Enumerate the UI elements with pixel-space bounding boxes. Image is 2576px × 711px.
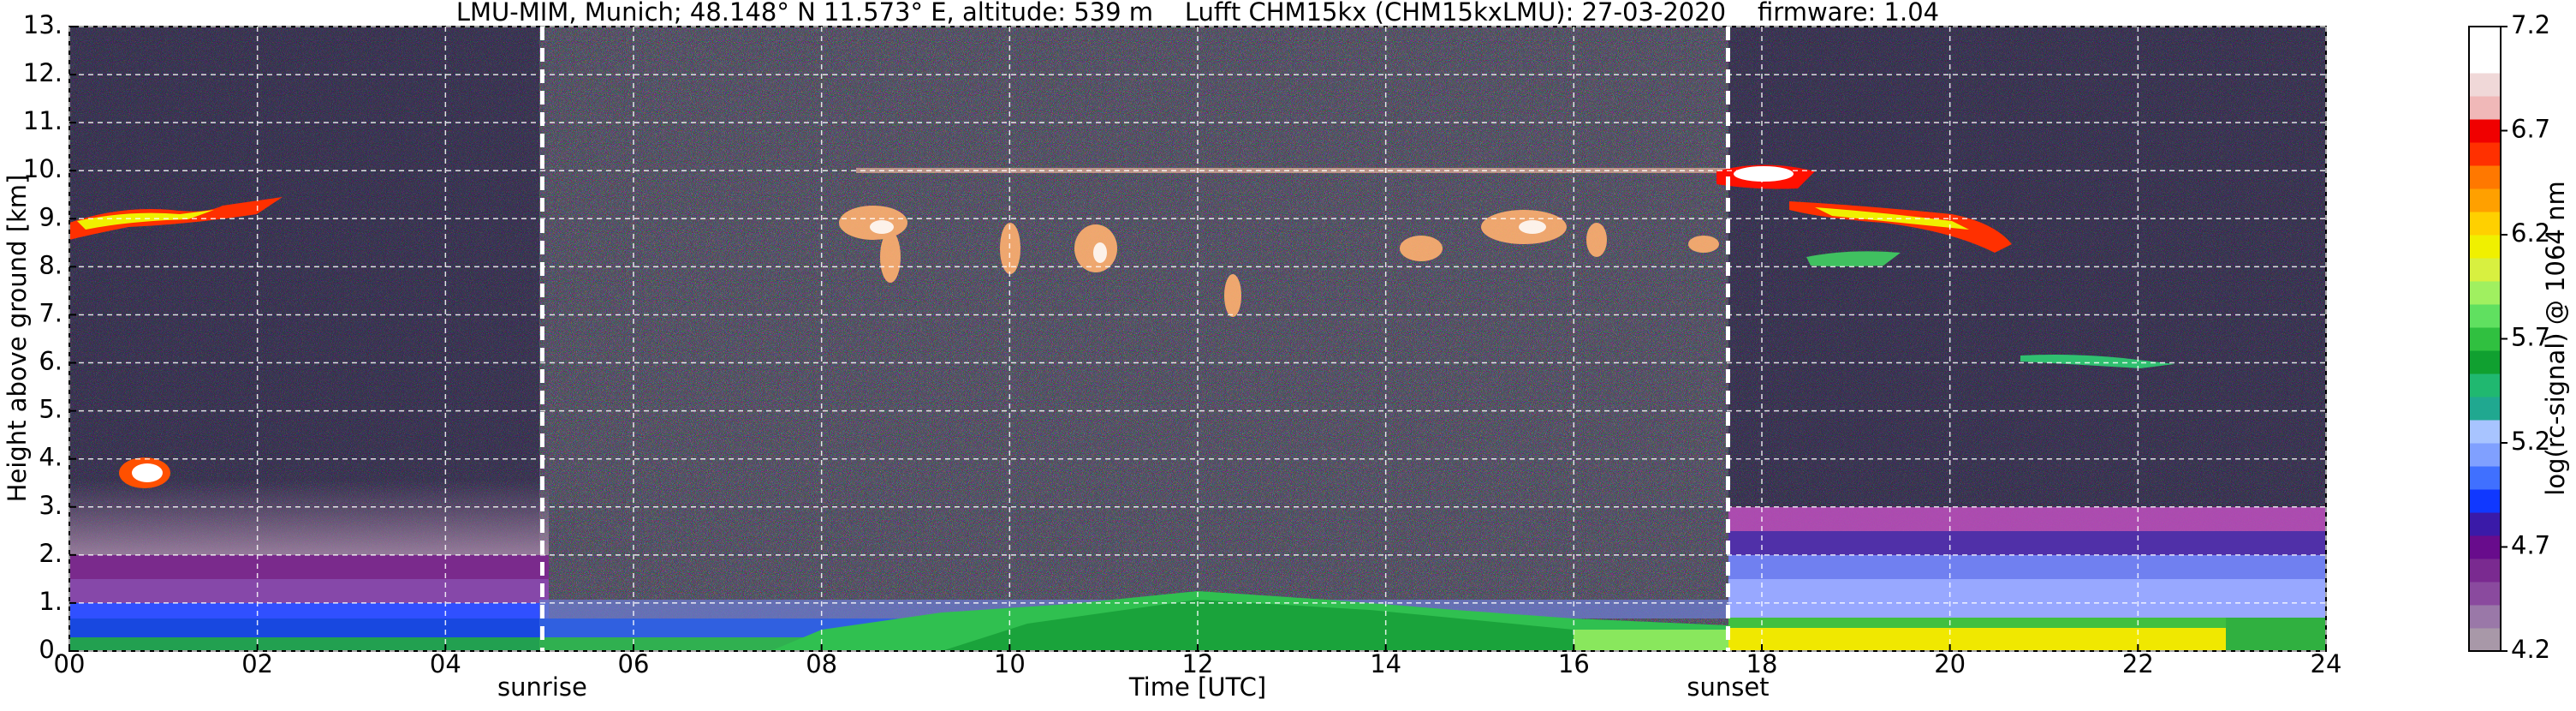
colorbar-tick-label: 5.2: [2511, 427, 2550, 456]
x-tick-label: 14: [1370, 649, 1401, 678]
colorbar-band: [2469, 96, 2501, 120]
y-tick-label: 9.: [39, 202, 62, 231]
x-tick-label: 08: [806, 649, 837, 678]
colorbar-band: [2469, 628, 2501, 652]
colorbar-band: [2469, 466, 2501, 490]
y-axis-label: Height above ground [km]: [3, 175, 32, 503]
y-tick-label: 13.: [23, 10, 62, 39]
colorbar-band: [2469, 350, 2501, 374]
colorbar-band: [2469, 443, 2501, 467]
y-tick-label: 4.: [39, 443, 62, 472]
colorbar-band: [2469, 420, 2501, 444]
colorbar-band: [2469, 142, 2501, 166]
colorbar-tick-label: 6.2: [2511, 218, 2550, 248]
x-tick-label: 00: [54, 649, 86, 678]
y-tick-label: 12.: [23, 58, 62, 87]
y-tick-label: 6.: [39, 347, 62, 376]
x-tick-label: 06: [618, 649, 650, 678]
colorbar-band: [2469, 50, 2501, 74]
y-tick-label: 7.: [39, 298, 62, 327]
y-tick-label: 0.: [39, 635, 62, 664]
colorbar-tick-label: 7.2: [2511, 10, 2550, 39]
y-tick-label: 3.: [39, 491, 62, 520]
y-tick-label: 1.: [39, 587, 62, 616]
colorbar-band: [2469, 212, 2501, 236]
colorbar-band: [2469, 27, 2501, 51]
colorbar-tick-label: 6.7: [2511, 115, 2550, 144]
colorbar-band: [2469, 535, 2501, 559]
y-tick-label: 8.: [39, 250, 62, 279]
x-axis-label: Time [UTC]: [1128, 672, 1266, 702]
colorbar-tick-label: 5.7: [2511, 323, 2550, 352]
colorbar-band: [2469, 397, 2501, 421]
colorbar-band: [2469, 165, 2501, 189]
colorbar-band: [2469, 258, 2501, 282]
colorbar-band: [2469, 304, 2501, 328]
colorbar-band: [2469, 119, 2501, 143]
annotation-label: sunrise: [497, 672, 587, 702]
colorbar-band: [2469, 327, 2501, 351]
colorbar-band: [2469, 281, 2501, 305]
annotation-label: sunset: [1687, 672, 1769, 702]
y-tick-label: 11.: [23, 106, 62, 135]
colorbar-band: [2469, 605, 2501, 629]
colorbar-tick-label: 4.2: [2511, 635, 2550, 664]
x-tick-label: 04: [430, 649, 461, 678]
colorbar-band: [2469, 489, 2501, 513]
x-tick-label: 20: [1934, 649, 1966, 678]
y-tick-label: 2.: [39, 539, 62, 568]
y-tick-label: 5.: [39, 395, 62, 424]
colorbar-band: [2469, 512, 2501, 536]
x-tick-label: 16: [1558, 649, 1590, 678]
colorbar-band: [2469, 235, 2501, 259]
colorbar-band: [2469, 582, 2501, 606]
x-tick-label: 24: [2311, 649, 2342, 678]
y-tick-label: 10.: [23, 154, 62, 183]
x-tick-label: 12: [1182, 649, 1214, 678]
colorbar-band: [2469, 559, 2501, 583]
chart-title: LMU-MIM, Munich; 48.148° N 11.573° E, al…: [456, 0, 1939, 27]
colorbar-band: [2469, 373, 2501, 397]
colorbar-band: [2469, 73, 2501, 97]
x-tick-label: 02: [241, 649, 273, 678]
colorbar-label: log(rc-signal) @ 1064 nm: [2541, 181, 2570, 495]
colorbar-band: [2469, 188, 2501, 212]
colorbar-tick-label: 4.7: [2511, 531, 2550, 560]
x-tick-label: 18: [1746, 649, 1778, 678]
x-tick-label: 10: [994, 649, 1026, 678]
x-tick-label: 22: [2122, 649, 2154, 678]
